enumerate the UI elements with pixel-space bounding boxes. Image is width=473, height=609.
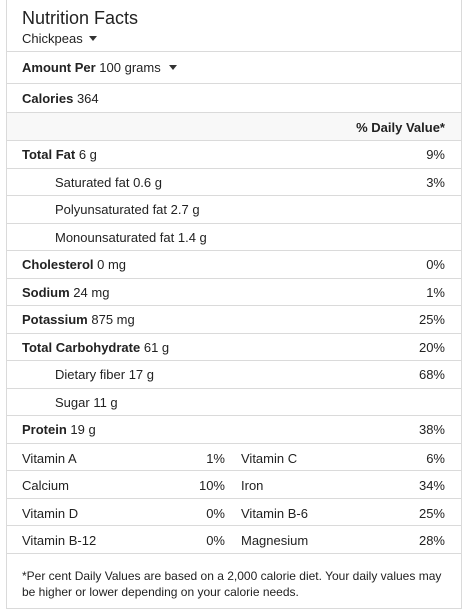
nutrient-name: Total Carbohydrate — [22, 339, 141, 355]
vitamin-row: Vitamin A 1% Vitamin C 6% — [7, 444, 461, 471]
nutrient-daily-percent: 38% — [418, 422, 445, 437]
nutrient-name: Total Fat — [22, 147, 76, 162]
nutrient-row: Dietary fiber 17 g 68% — [7, 361, 461, 389]
nutrient-name: Dietary fiber — [55, 367, 126, 382]
nutrient-daily-percent: 0% — [426, 257, 445, 272]
vitamin-percent: 25% — [418, 505, 445, 521]
nutrient-row: Monounsaturated fat 1.4 g — [7, 224, 461, 251]
nutrient-name: Protein — [22, 422, 67, 437]
calories-row: Calories 364 — [7, 84, 461, 113]
vitamin-percent: 0% — [206, 533, 225, 548]
nutrient-daily-percent: 25% — [418, 312, 445, 327]
vitamin-name: Vitamin A — [22, 450, 77, 466]
nutrient-amount: 24 mg — [73, 284, 110, 300]
nutrient-amount: 19 g — [70, 422, 96, 437]
vitamin-percent: 6% — [426, 450, 445, 466]
nutrient-row: Protein 19 g 38% — [7, 416, 461, 444]
nutrient-row: Saturated fat 0.6 g 3% — [7, 169, 461, 196]
calories-value: 364 — [76, 91, 99, 106]
vitamin-name: Vitamin D — [22, 505, 79, 521]
vitamin-row: Vitamin B-12 0% Magnesium 28% — [7, 526, 461, 554]
vitamin-name: Vitamin C — [241, 450, 298, 466]
nutrient-row: Polyunsaturated fat 2.7 g — [7, 196, 461, 224]
panel-title: Nutrition Facts — [22, 8, 139, 28]
vitamin-row: Calcium 10% Iron 34% — [7, 471, 461, 499]
nutrient-daily-percent: 3% — [426, 174, 445, 190]
vitamin-name: Vitamin B-6 — [241, 505, 308, 521]
nutrient-name: Sodium — [22, 284, 70, 300]
nutrition-header: Nutrition Facts Chickpeas — [7, 0, 461, 52]
nutrient-daily-percent: 68% — [418, 367, 445, 382]
nutrient-daily-percent: 20% — [418, 339, 445, 355]
vitamin-percent: 0% — [206, 505, 225, 521]
vitamin-percent: 10% — [198, 478, 225, 493]
chevron-down-icon — [168, 65, 177, 71]
nutrient-amount: 2.7 g — [170, 202, 200, 217]
vitamin-percent: 34% — [418, 478, 445, 493]
nutrient-row: Sodium 24 mg 1% — [7, 279, 461, 306]
daily-value-footnote: *Per cent Daily Values are based on a 2,… — [22, 569, 442, 599]
nutrient-amount: 6 g — [78, 147, 97, 162]
nutrient-amount: 1.4 g — [177, 229, 207, 245]
nutrient-amount: 17 g — [128, 367, 155, 382]
nutrient-amount: 875 mg — [91, 312, 135, 327]
chevron-down-icon — [88, 36, 97, 42]
vitamin-row: Vitamin D 0% Vitamin B-6 25% — [7, 499, 461, 526]
daily-value-header: % Daily Value* — [356, 120, 445, 135]
nutrient-amount: 11 g — [93, 394, 118, 410]
nutrient-amount: 0.6 g — [133, 174, 162, 190]
serving-unit: 100 grams — [99, 60, 161, 75]
nutrient-daily-percent: 1% — [426, 284, 445, 300]
food-selector[interactable]: Chickpeas — [22, 31, 97, 46]
nutrient-row: Total Carbohydrate 61 g 20% — [7, 334, 461, 361]
vitamin-name: Vitamin B-12 — [22, 533, 97, 548]
vitamin-percent: 1% — [206, 450, 225, 466]
nutrient-row: Sugar 11 g — [7, 389, 461, 416]
vitamin-name: Calcium — [22, 478, 69, 493]
vitamin-name: Magnesium — [241, 533, 309, 548]
nutrient-name: Monounsaturated fat — [55, 229, 175, 245]
nutrition-facts-panel: Nutrition Facts Chickpeas Amount Per 100… — [6, 0, 462, 609]
food-selector-label: Chickpeas — [22, 31, 83, 46]
nutrient-name: Potassium — [22, 312, 88, 327]
calories-label: Calories — [22, 91, 74, 106]
nutrient-name: Sugar — [55, 394, 90, 410]
amount-per-label: Amount Per — [22, 60, 96, 75]
nutrient-name: Saturated fat — [55, 174, 130, 190]
nutrient-name: Polyunsaturated fat — [55, 202, 168, 217]
vitamin-name: Iron — [241, 478, 264, 493]
vitamin-percent: 28% — [418, 533, 445, 548]
nutrient-row: Total Fat 6 g 9% — [7, 141, 461, 169]
amount-per-row: Amount Per 100 grams — [7, 52, 461, 84]
daily-value-header-row: % Daily Value* — [7, 113, 461, 141]
nutrient-row: Potassium 875 mg 25% — [7, 306, 461, 334]
nutrient-name: Cholesterol — [22, 257, 94, 272]
nutrient-row: Cholesterol 0 mg 0% — [7, 251, 461, 279]
nutrient-amount: 61 g — [143, 339, 170, 355]
serving-selector[interactable]: Amount Per 100 grams — [22, 60, 177, 75]
nutrient-daily-percent: 9% — [426, 147, 445, 162]
nutrient-amount: 0 mg — [97, 257, 127, 272]
